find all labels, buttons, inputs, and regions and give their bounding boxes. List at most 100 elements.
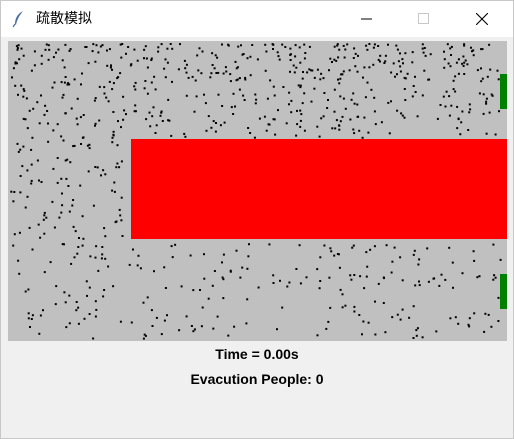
person-dot xyxy=(388,132,391,135)
person-dot xyxy=(472,250,475,253)
person-dot xyxy=(189,254,192,257)
person-dot xyxy=(242,53,245,55)
person-dot xyxy=(229,73,232,76)
person-dot xyxy=(418,280,420,283)
person-dot xyxy=(382,302,385,304)
person-dot xyxy=(40,62,43,65)
person-dot xyxy=(268,243,271,246)
person-dot xyxy=(43,113,46,116)
person-dot xyxy=(71,204,74,207)
person-dot xyxy=(88,286,91,289)
person-dot xyxy=(43,271,46,274)
person-dot xyxy=(297,84,300,87)
person-dot xyxy=(249,55,252,58)
person-dot xyxy=(365,44,368,47)
person-dot xyxy=(496,69,499,72)
person-dot xyxy=(64,301,67,304)
maximize-button[interactable] xyxy=(401,1,447,37)
people-layer xyxy=(10,43,502,340)
person-dot xyxy=(357,115,360,118)
person-dot xyxy=(404,99,407,101)
person-dot xyxy=(115,166,118,169)
person-dot xyxy=(52,129,55,132)
person-dot xyxy=(19,191,22,194)
person-dot xyxy=(439,104,442,106)
person-dot xyxy=(164,58,167,61)
person-dot xyxy=(216,56,219,59)
person-dot xyxy=(294,44,297,47)
person-dot xyxy=(350,98,353,101)
person-dot xyxy=(265,50,268,53)
person-dot xyxy=(300,113,303,116)
person-dot xyxy=(171,80,173,83)
title-bar[interactable]: 疏散模拟 xyxy=(1,1,513,37)
person-dot xyxy=(108,80,111,83)
person-dot xyxy=(62,139,65,142)
person-dot xyxy=(153,270,155,273)
simulation-canvas-area[interactable] xyxy=(8,41,507,341)
person-dot xyxy=(127,46,130,48)
person-dot xyxy=(57,48,60,51)
person-dot xyxy=(66,83,69,86)
person-dot xyxy=(399,70,402,73)
person-dot xyxy=(111,68,113,71)
person-dot xyxy=(65,326,68,329)
person-dot xyxy=(28,109,31,112)
person-dot xyxy=(198,47,201,50)
person-dot xyxy=(455,61,458,64)
person-dot xyxy=(96,166,99,169)
person-dot xyxy=(33,50,36,53)
person-dot xyxy=(354,52,357,55)
person-dot xyxy=(24,118,27,121)
person-dot xyxy=(61,204,64,207)
person-dot xyxy=(219,124,222,127)
person-dot xyxy=(457,72,460,75)
person-dot xyxy=(379,60,381,63)
person-dot xyxy=(248,243,250,246)
person-dot xyxy=(485,97,488,100)
person-dot xyxy=(157,46,160,49)
person-dot xyxy=(338,266,341,269)
person-dot xyxy=(170,134,173,137)
person-dot xyxy=(379,54,382,57)
person-dot xyxy=(222,278,225,281)
person-dot xyxy=(461,110,464,113)
person-dot xyxy=(396,73,398,76)
person-dot xyxy=(486,75,489,78)
person-dot xyxy=(43,232,46,235)
person-dot xyxy=(491,94,494,97)
person-dot xyxy=(211,52,214,55)
person-dot xyxy=(341,293,344,296)
person-dot xyxy=(286,285,289,288)
person-dot xyxy=(66,158,69,161)
close-button[interactable] xyxy=(459,1,505,37)
person-dot xyxy=(333,45,336,48)
person-dot xyxy=(333,110,336,113)
person-dot xyxy=(301,77,304,80)
person-dot xyxy=(185,315,188,318)
person-dot xyxy=(385,244,388,247)
person-dot xyxy=(47,58,50,61)
person-dot xyxy=(482,93,485,96)
person-dot xyxy=(319,78,322,81)
person-dot xyxy=(63,81,66,84)
person-dot xyxy=(160,43,163,46)
person-dot xyxy=(61,59,64,62)
person-dot xyxy=(329,57,332,60)
person-dot xyxy=(150,59,153,61)
simulation-canvas[interactable] xyxy=(8,41,507,341)
person-dot xyxy=(492,243,495,246)
maximize-icon xyxy=(418,13,429,24)
person-dot xyxy=(415,329,418,332)
person-dot xyxy=(313,76,316,79)
person-dot xyxy=(64,76,67,78)
person-dot xyxy=(310,69,313,72)
person-dot xyxy=(341,306,344,309)
person-dot xyxy=(31,314,34,317)
person-dot xyxy=(46,110,49,112)
person-dot xyxy=(160,111,163,114)
minimize-button[interactable] xyxy=(344,1,390,37)
person-dot xyxy=(108,48,111,51)
person-dot xyxy=(121,43,124,45)
